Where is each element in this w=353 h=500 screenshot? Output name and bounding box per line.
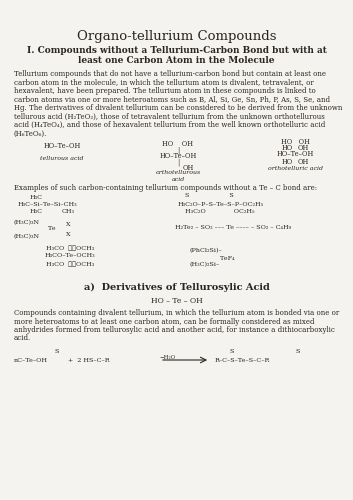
Text: OH: OH: [297, 158, 309, 166]
Text: HO–Te–OH: HO–Te–OH: [43, 142, 80, 150]
Text: X: X: [66, 232, 71, 237]
Text: TeF₄: TeF₄: [220, 256, 235, 261]
Text: S: S: [230, 349, 234, 354]
Text: X: X: [66, 222, 71, 227]
Text: I. Compounds without a Tellurium-Carbon Bond but with at: I. Compounds without a Tellurium-Carbon …: [26, 46, 327, 55]
Text: HO – Te – OH: HO – Te – OH: [151, 297, 202, 305]
Text: HO: HO: [281, 144, 293, 152]
Text: (H₆TeO₆).: (H₆TeO₆).: [14, 130, 47, 138]
Text: S                    S: S S: [185, 193, 234, 198]
Text: S: S: [55, 349, 59, 354]
Text: tellurous acid: tellurous acid: [40, 156, 84, 161]
Text: Compounds containing divalent tellurium, in which the tellurium atom is bonded v: Compounds containing divalent tellurium,…: [14, 309, 339, 317]
Text: H₃CO  ⼼⼼OCH₃: H₃CO ⼼⼼OCH₃: [46, 261, 94, 266]
Text: HO–Te–OH: HO–Te–OH: [276, 150, 313, 158]
Text: CH₃: CH₃: [62, 209, 75, 214]
Text: (H₃C)₃N: (H₃C)₃N: [14, 220, 40, 225]
Text: −H₂O: −H₂O: [160, 355, 176, 360]
Text: Hg. The derivatives of divalent tellurium can be considered to be derived from t: Hg. The derivatives of divalent telluriu…: [14, 104, 342, 112]
Text: acid: acid: [171, 177, 185, 182]
Text: H₃C₂O              OC₂H₅: H₃C₂O OC₂H₅: [185, 209, 255, 214]
Text: (H₃C)₃N: (H₃C)₃N: [14, 234, 40, 239]
Text: carbon atoms via one or more heteroatoms such as B, Al, Si, Ge, Sn, Ph, P, As, S: carbon atoms via one or more heteroatoms…: [14, 96, 330, 104]
Text: acid.: acid.: [14, 334, 31, 342]
Text: orthotelluric acid: orthotelluric acid: [268, 166, 323, 171]
Text: S: S: [296, 349, 300, 354]
Text: HO: HO: [281, 158, 293, 166]
Text: tellurous acid (H₂TeO₂), those of tetravalent tellurium from the unknown orthote: tellurous acid (H₂TeO₂), those of tetrav…: [14, 112, 325, 120]
Text: least one Carbon Atom in the Molecule: least one Carbon Atom in the Molecule: [78, 56, 275, 65]
Text: orthotellurous: orthotellurous: [155, 170, 201, 175]
Text: nC–Te–OH: nC–Te–OH: [14, 358, 48, 363]
Text: HO    OH: HO OH: [162, 140, 193, 148]
Text: HO   OH: HO OH: [281, 138, 310, 146]
Text: H₃CO  ⼼⼼OCH₃: H₃CO ⼼⼼OCH₃: [46, 245, 94, 250]
Text: H₃C₂O–P–S–Te–S–P–OC₂H₅: H₃C₂O–P–S–Te–S–P–OC₂H₅: [178, 202, 264, 207]
Text: carbon atom in the molecule, in which the tellurium atom is divalent, tetravalen: carbon atom in the molecule, in which th…: [14, 78, 314, 86]
Text: a)  Derivatives of Tellurosylic Acid: a) Derivatives of Tellurosylic Acid: [84, 283, 269, 292]
Text: H₃C–Si–Te–Si–CH₃: H₃C–Si–Te–Si–CH₃: [18, 202, 78, 207]
Text: H₃C: H₃C: [30, 209, 43, 214]
Text: |: |: [177, 147, 179, 155]
Text: R–C–S–Te–S–C–R: R–C–S–Te–S–C–R: [215, 358, 270, 363]
Text: more heteroatoms to at least one carbon atom, can be formally considered as mixe: more heteroatoms to at least one carbon …: [14, 318, 315, 326]
Text: |: |: [177, 159, 179, 167]
Text: OH: OH: [183, 164, 194, 172]
Text: OH: OH: [297, 144, 309, 152]
Text: Te: Te: [48, 226, 56, 231]
Text: Tellurium compounds that do not have a tellurium-carbon bond but contain at leas: Tellurium compounds that do not have a t…: [14, 70, 326, 78]
Text: Examples of such carbon-containing tellurium compounds without a Te – C bond are: Examples of such carbon-containing tellu…: [14, 184, 317, 192]
Text: acid (H₄TeO₄), and those of hexavalent tellurium from the well known orthotellur: acid (H₄TeO₄), and those of hexavalent t…: [14, 121, 325, 129]
Text: anhydrides formed from tellurosylic acid and another acid, for instance a dithio: anhydrides formed from tellurosylic acid…: [14, 326, 335, 334]
Text: H₂Te₂ – SO₂ ––– Te –––– – SO₂ – C₄H₉: H₂Te₂ – SO₂ ––– Te –––– – SO₂ – C₄H₉: [175, 225, 291, 230]
Text: H₃CO–Te–OCH₃: H₃CO–Te–OCH₃: [45, 253, 95, 258]
Text: hexavalent, have been prepared. The tellurium atom in these compounds is linked : hexavalent, have been prepared. The tell…: [14, 87, 316, 95]
Text: Organo-tellurium Compounds: Organo-tellurium Compounds: [77, 30, 276, 43]
Text: HO–Te–OH: HO–Te–OH: [159, 152, 197, 160]
Text: (H₃C)₂Si–: (H₃C)₂Si–: [190, 262, 220, 267]
Text: (PhCl₂Si)–: (PhCl₂Si)–: [190, 248, 223, 253]
Text: H₃C: H₃C: [30, 195, 43, 200]
Text: +  2 HS–C–R: + 2 HS–C–R: [68, 358, 110, 363]
